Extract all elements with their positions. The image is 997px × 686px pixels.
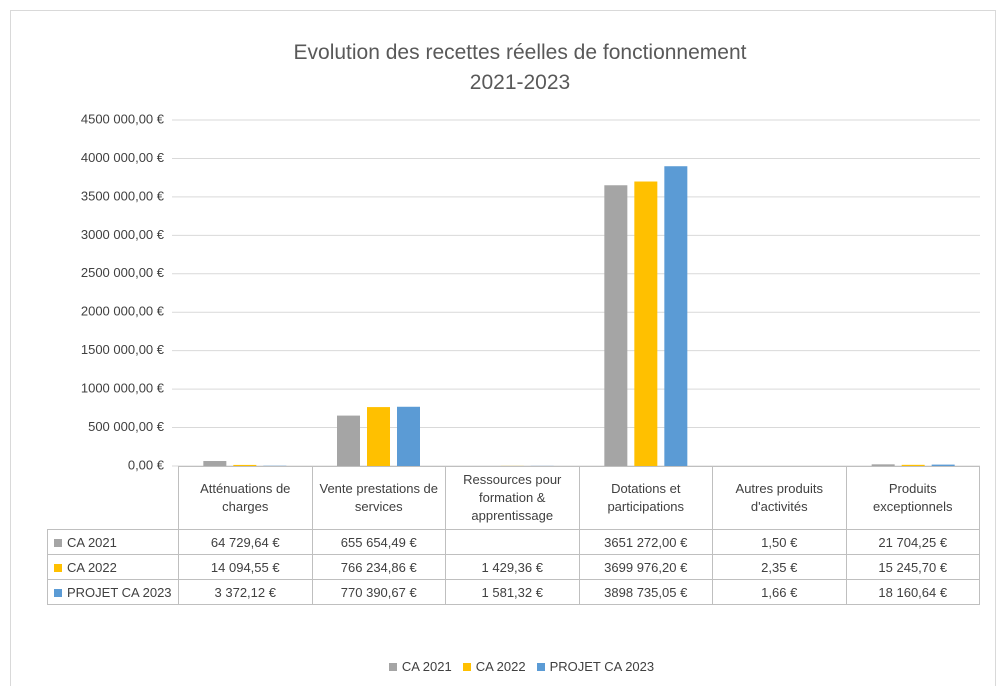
legend-item: CA 2021: [386, 659, 452, 674]
bar: [901, 464, 925, 466]
chart-title: Evolution des recettes réelles de foncti…: [293, 41, 747, 94]
value-label: 18 160,64 €: [845, 579, 980, 605]
value-label: 3699 976,20 €: [578, 554, 713, 580]
y-tick-label: 2500 000,00 €: [81, 265, 165, 280]
bar: [931, 464, 955, 466]
bar: [664, 166, 688, 466]
legend-item: CA 2022: [460, 659, 526, 674]
series-cell: CA 2022: [47, 554, 179, 580]
category-label: Vente prestations de services: [311, 466, 446, 530]
value-label: 3898 735,05 €: [578, 579, 713, 605]
series-name: PROJET CA 2023: [67, 584, 172, 600]
y-tick-label: 500 000,00 €: [88, 419, 165, 434]
table-row: CA 2021 64 729,64 €655 654,49 € 3651 272,0…: [47, 529, 980, 555]
table-header-row: Atténuations de charges Vente prestations…: [48, 466, 980, 530]
category-label: Dotations et participations: [578, 466, 713, 530]
value-label: 3651 272,00 €: [578, 529, 713, 555]
value-label: [445, 529, 580, 555]
category-label: Autres produits d'activités: [712, 466, 847, 530]
value-label: 14 094,55 €: [178, 554, 313, 580]
category-label: Atténuations de charges: [178, 466, 313, 530]
y-tick-label: 4000 000,00 €: [81, 150, 165, 165]
bar: [367, 407, 390, 466]
legend-label: CA 2021: [401, 659, 452, 674]
legend: CA 2021 CA 2022 PROJET CA 2023: [0, 659, 997, 674]
category-label: Produits exceptionnels: [845, 466, 980, 530]
bar: [233, 464, 257, 466]
y-tick-label: 2000 000,00 €: [81, 304, 165, 319]
value-label: 3 372,12 €: [178, 579, 313, 605]
bar: [871, 464, 895, 466]
series-name: CA 2022: [67, 559, 117, 575]
y-tick-label: 1500 000,00 €: [81, 342, 165, 357]
legend-key: [54, 563, 62, 572]
series-cell: CA 2021: [47, 529, 179, 555]
series-cell: PROJET CA 2023: [47, 579, 179, 605]
value-label: 1 429,36 €: [445, 554, 580, 580]
value-label: 15 245,70 €: [845, 554, 980, 580]
data-table: Atténuations de charges Vente prestations…: [47, 466, 980, 605]
value-label: 1,66 €: [712, 579, 847, 605]
legend-key: [54, 588, 62, 597]
legend-key: [54, 538, 62, 547]
value-label: 64 729,64 €: [178, 529, 313, 555]
series-name: CA 2021: [67, 534, 117, 550]
legend-key: [388, 663, 397, 671]
value-label: 2,35 €: [712, 554, 847, 580]
value-label: 21 704,25 €: [845, 529, 980, 555]
y-tick-label: 0,00 €: [128, 457, 165, 472]
value-label: 770 390,67 €: [311, 579, 446, 605]
value-label: 1,50 €: [712, 529, 847, 555]
value-label: 766 234,86 €: [311, 554, 446, 580]
bar: [337, 415, 360, 466]
bar: [397, 406, 420, 466]
legend-key: [536, 663, 545, 671]
legend-key: [462, 663, 471, 671]
legend-label: PROJET CA 2023: [549, 659, 655, 674]
table-row: CA 2022 14 094,55 €766 234,86 €1 429,36 €…: [47, 554, 980, 580]
y-tick-label: 1000 000,00 €: [81, 381, 165, 396]
y-tick-label: 3000 000,00 €: [81, 227, 165, 242]
table-row: PROJET CA 2023 3 372,12 €770 390,67 €1 58…: [47, 579, 980, 605]
legend-label: CA 2022: [475, 659, 526, 674]
y-tick-label: 4500 000,00 €: [81, 111, 165, 126]
chart-frame: [10, 10, 996, 686]
bar: [604, 185, 628, 466]
value-label: 655 654,49 €: [311, 529, 446, 555]
bar: [634, 181, 658, 466]
y-tick-label: 3500 000,00 €: [81, 188, 165, 203]
table-corner: [48, 467, 179, 530]
legend-item: PROJET CA 2023: [534, 659, 655, 674]
category-label: Ressources pour formation & apprentissag…: [445, 466, 580, 530]
value-label: 1 581,32 €: [445, 579, 580, 605]
bar: [203, 461, 227, 466]
